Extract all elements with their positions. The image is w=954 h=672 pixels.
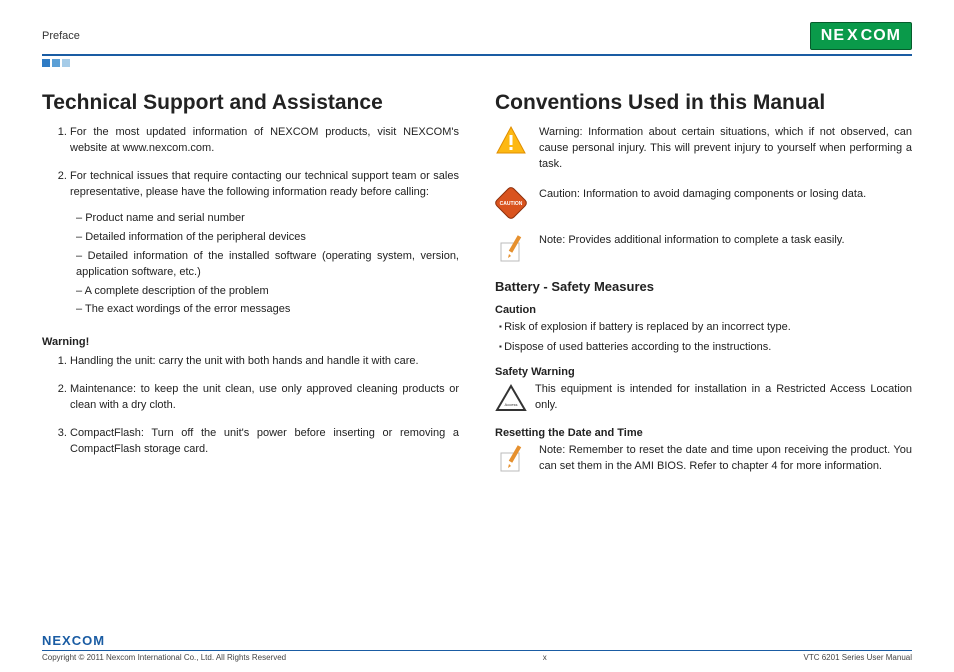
warning-heading: Warning! [42, 336, 459, 348]
header-dots [42, 59, 912, 67]
right-title: Conventions Used in this Manual [495, 91, 912, 115]
dot [52, 59, 60, 67]
note-icon [495, 233, 527, 265]
footer-page: x [543, 653, 547, 662]
left-column: Technical Support and Assistance For the… [42, 91, 459, 489]
brand-logo: NEXCOM [810, 22, 912, 50]
reset-heading: Resetting the Date and Time [495, 427, 912, 439]
svg-text:Access: Access [505, 402, 518, 407]
header-section: Preface [42, 30, 80, 42]
footer-rule [42, 650, 912, 651]
list-item: Handling the unit: carry the unit with b… [70, 354, 459, 370]
caution-subheading: Caution [495, 304, 912, 316]
logo-text-right: COM [861, 27, 901, 45]
footer: NEXCOM Copyright © 2011 Nexcom Internati… [42, 633, 912, 662]
note-icon [495, 443, 527, 475]
bullet-item: Dispose of used batteries according to t… [499, 340, 912, 356]
sub-item: A complete description of the problem [76, 284, 459, 300]
battery-heading: Battery - Safety Measures [495, 279, 912, 294]
logo-text-left: NE [821, 27, 845, 45]
footer-copyright: Copyright © 2011 Nexcom International Co… [42, 653, 286, 662]
reset-text: Note: Remember to reset the date and tim… [539, 443, 912, 475]
list-item-text: For technical issues that require contac… [70, 170, 459, 198]
safety-text: This equipment is intended for installat… [535, 382, 912, 414]
svg-text:CAUTION: CAUTION [500, 201, 523, 207]
list-item: CompactFlash: Turn off the unit's power … [70, 426, 459, 458]
left-title: Technical Support and Assistance [42, 91, 459, 115]
bullet-item: Risk of explosion if battery is replaced… [499, 320, 912, 336]
list-item: For technical issues that require contac… [70, 169, 459, 319]
sub-item: Detailed information of the peripheral d… [76, 230, 459, 246]
list-item: Maintenance: to keep the unit clean, use… [70, 382, 459, 414]
logo-x: X [847, 27, 859, 45]
warning-icon [495, 125, 527, 157]
sub-item: The exact wordings of the error messages [76, 302, 459, 318]
sub-item: Product name and serial number [76, 211, 459, 227]
restricted-icon: Access [495, 382, 525, 417]
caution-icon: CAUTION [495, 187, 527, 219]
safety-warning-heading: Safety Warning [495, 366, 912, 378]
note-text: Note: Provides additional information to… [539, 233, 912, 249]
right-column: Conventions Used in this Manual Warning:… [495, 91, 912, 489]
footer-logo: NEXCOM [42, 633, 912, 648]
dot [62, 59, 70, 67]
header-rule [42, 54, 912, 56]
warning-text: Warning: Information about certain situa… [539, 125, 912, 173]
list-item: For the most updated information of NEXC… [70, 125, 459, 157]
caution-text: Caution: Information to avoid damaging c… [539, 187, 912, 203]
dot [42, 59, 50, 67]
sub-item: Detailed information of the installed so… [76, 249, 459, 281]
footer-manual: VTC 6201 Series User Manual [804, 653, 913, 662]
